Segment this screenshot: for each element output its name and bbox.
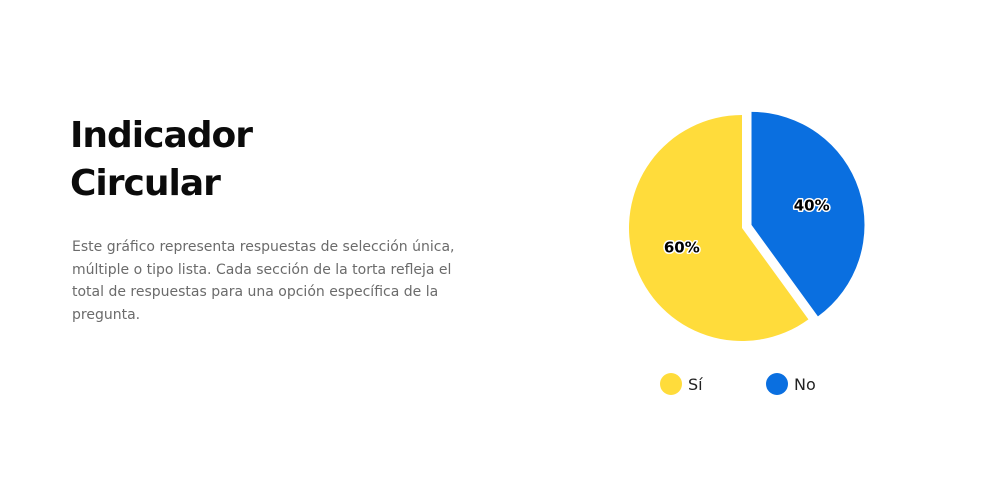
pie-slice-si [629,115,809,341]
chart-title: Indicador Circular [70,112,430,208]
chart-title-line-2: Circular [70,163,221,204]
pie-slice-no [751,111,865,317]
legend-item-si: Sí [660,373,766,395]
chart-legend: Sí No [660,372,872,396]
legend-label: No [794,374,816,394]
chart-description: Este gráfico representa respuestas de se… [72,239,455,323]
pie-slice-label-no: 40% [794,196,830,214]
pie-slice-label-si: 60% [664,239,700,257]
legend-label: Sí [688,374,703,394]
legend-item-no: No [766,373,872,395]
pie-chart: 40% 60% [629,111,865,341]
legend-swatch [660,373,682,395]
legend-swatch [766,373,788,395]
chart-title-line-1: Indicador [70,115,253,156]
